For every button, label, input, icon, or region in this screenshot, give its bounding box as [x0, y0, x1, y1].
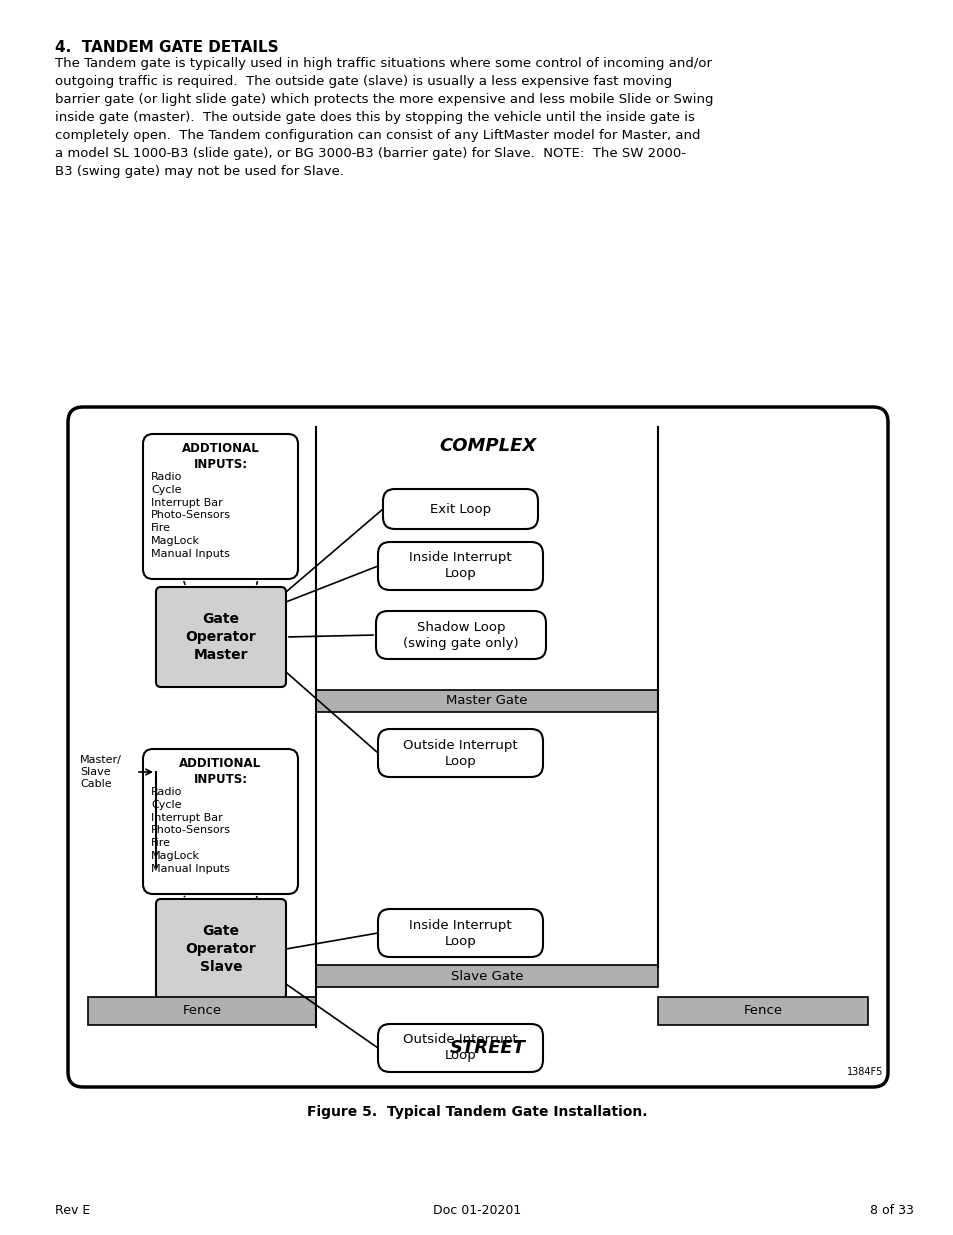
Text: Exit Loop: Exit Loop	[430, 503, 491, 515]
Text: Doc 01-20201: Doc 01-20201	[433, 1204, 520, 1216]
FancyBboxPatch shape	[377, 909, 542, 957]
FancyBboxPatch shape	[156, 899, 286, 999]
Text: Rev E: Rev E	[55, 1204, 91, 1216]
Text: Slave Gate: Slave Gate	[450, 969, 522, 983]
Text: Fence: Fence	[182, 1004, 221, 1018]
Text: Radio
Cycle
Interrupt Bar
Photo-Sensors
Fire
MagLock
Manual Inputs: Radio Cycle Interrupt Bar Photo-Sensors …	[151, 787, 231, 874]
Text: COMPLEX: COMPLEX	[439, 437, 536, 454]
FancyBboxPatch shape	[143, 748, 297, 894]
Text: Outside Interrupt
Loop: Outside Interrupt Loop	[403, 1034, 517, 1062]
FancyBboxPatch shape	[375, 611, 545, 659]
Text: 4.  TANDEM GATE DETAILS: 4. TANDEM GATE DETAILS	[55, 40, 278, 56]
Text: Fence: Fence	[742, 1004, 781, 1018]
Text: Radio
Cycle
Interrupt Bar
Photo-Sensors
Fire
MagLock
Manual Inputs: Radio Cycle Interrupt Bar Photo-Sensors …	[151, 472, 231, 558]
Text: Inside Interrupt
Loop: Inside Interrupt Loop	[409, 552, 511, 580]
Text: STREET: STREET	[450, 1039, 525, 1057]
Text: ADDITIONAL
INPUTS:: ADDITIONAL INPUTS:	[179, 757, 261, 785]
FancyBboxPatch shape	[377, 542, 542, 590]
Bar	[315, 965, 658, 987]
Bar	[658, 997, 867, 1025]
FancyBboxPatch shape	[382, 489, 537, 529]
Text: Gate
Operator
Master: Gate Operator Master	[186, 611, 256, 662]
Text: Inside Interrupt
Loop: Inside Interrupt Loop	[409, 919, 511, 947]
Text: Master Gate: Master Gate	[446, 694, 527, 708]
Text: Shadow Loop
(swing gate only): Shadow Loop (swing gate only)	[403, 620, 518, 650]
FancyBboxPatch shape	[377, 729, 542, 777]
Text: Figure 5.  Typical Tandem Gate Installation.: Figure 5. Typical Tandem Gate Installati…	[307, 1105, 646, 1119]
FancyBboxPatch shape	[68, 408, 887, 1087]
FancyBboxPatch shape	[377, 1024, 542, 1072]
Text: 1384F5: 1384F5	[845, 1067, 882, 1077]
Bar	[315, 690, 658, 713]
Text: Outside Interrupt
Loop: Outside Interrupt Loop	[403, 739, 517, 767]
FancyBboxPatch shape	[143, 433, 297, 579]
FancyBboxPatch shape	[156, 587, 286, 687]
Text: The Tandem gate is typically used in high traffic situations where some control : The Tandem gate is typically used in hig…	[55, 57, 713, 178]
Text: 8 of 33: 8 of 33	[869, 1204, 913, 1216]
Bar	[88, 997, 315, 1025]
Text: Gate
Operator
Slave: Gate Operator Slave	[186, 924, 256, 974]
Text: Master/
Slave
Cable: Master/ Slave Cable	[80, 755, 122, 789]
Text: ADDTIONAL
INPUTS:: ADDTIONAL INPUTS:	[181, 442, 259, 471]
